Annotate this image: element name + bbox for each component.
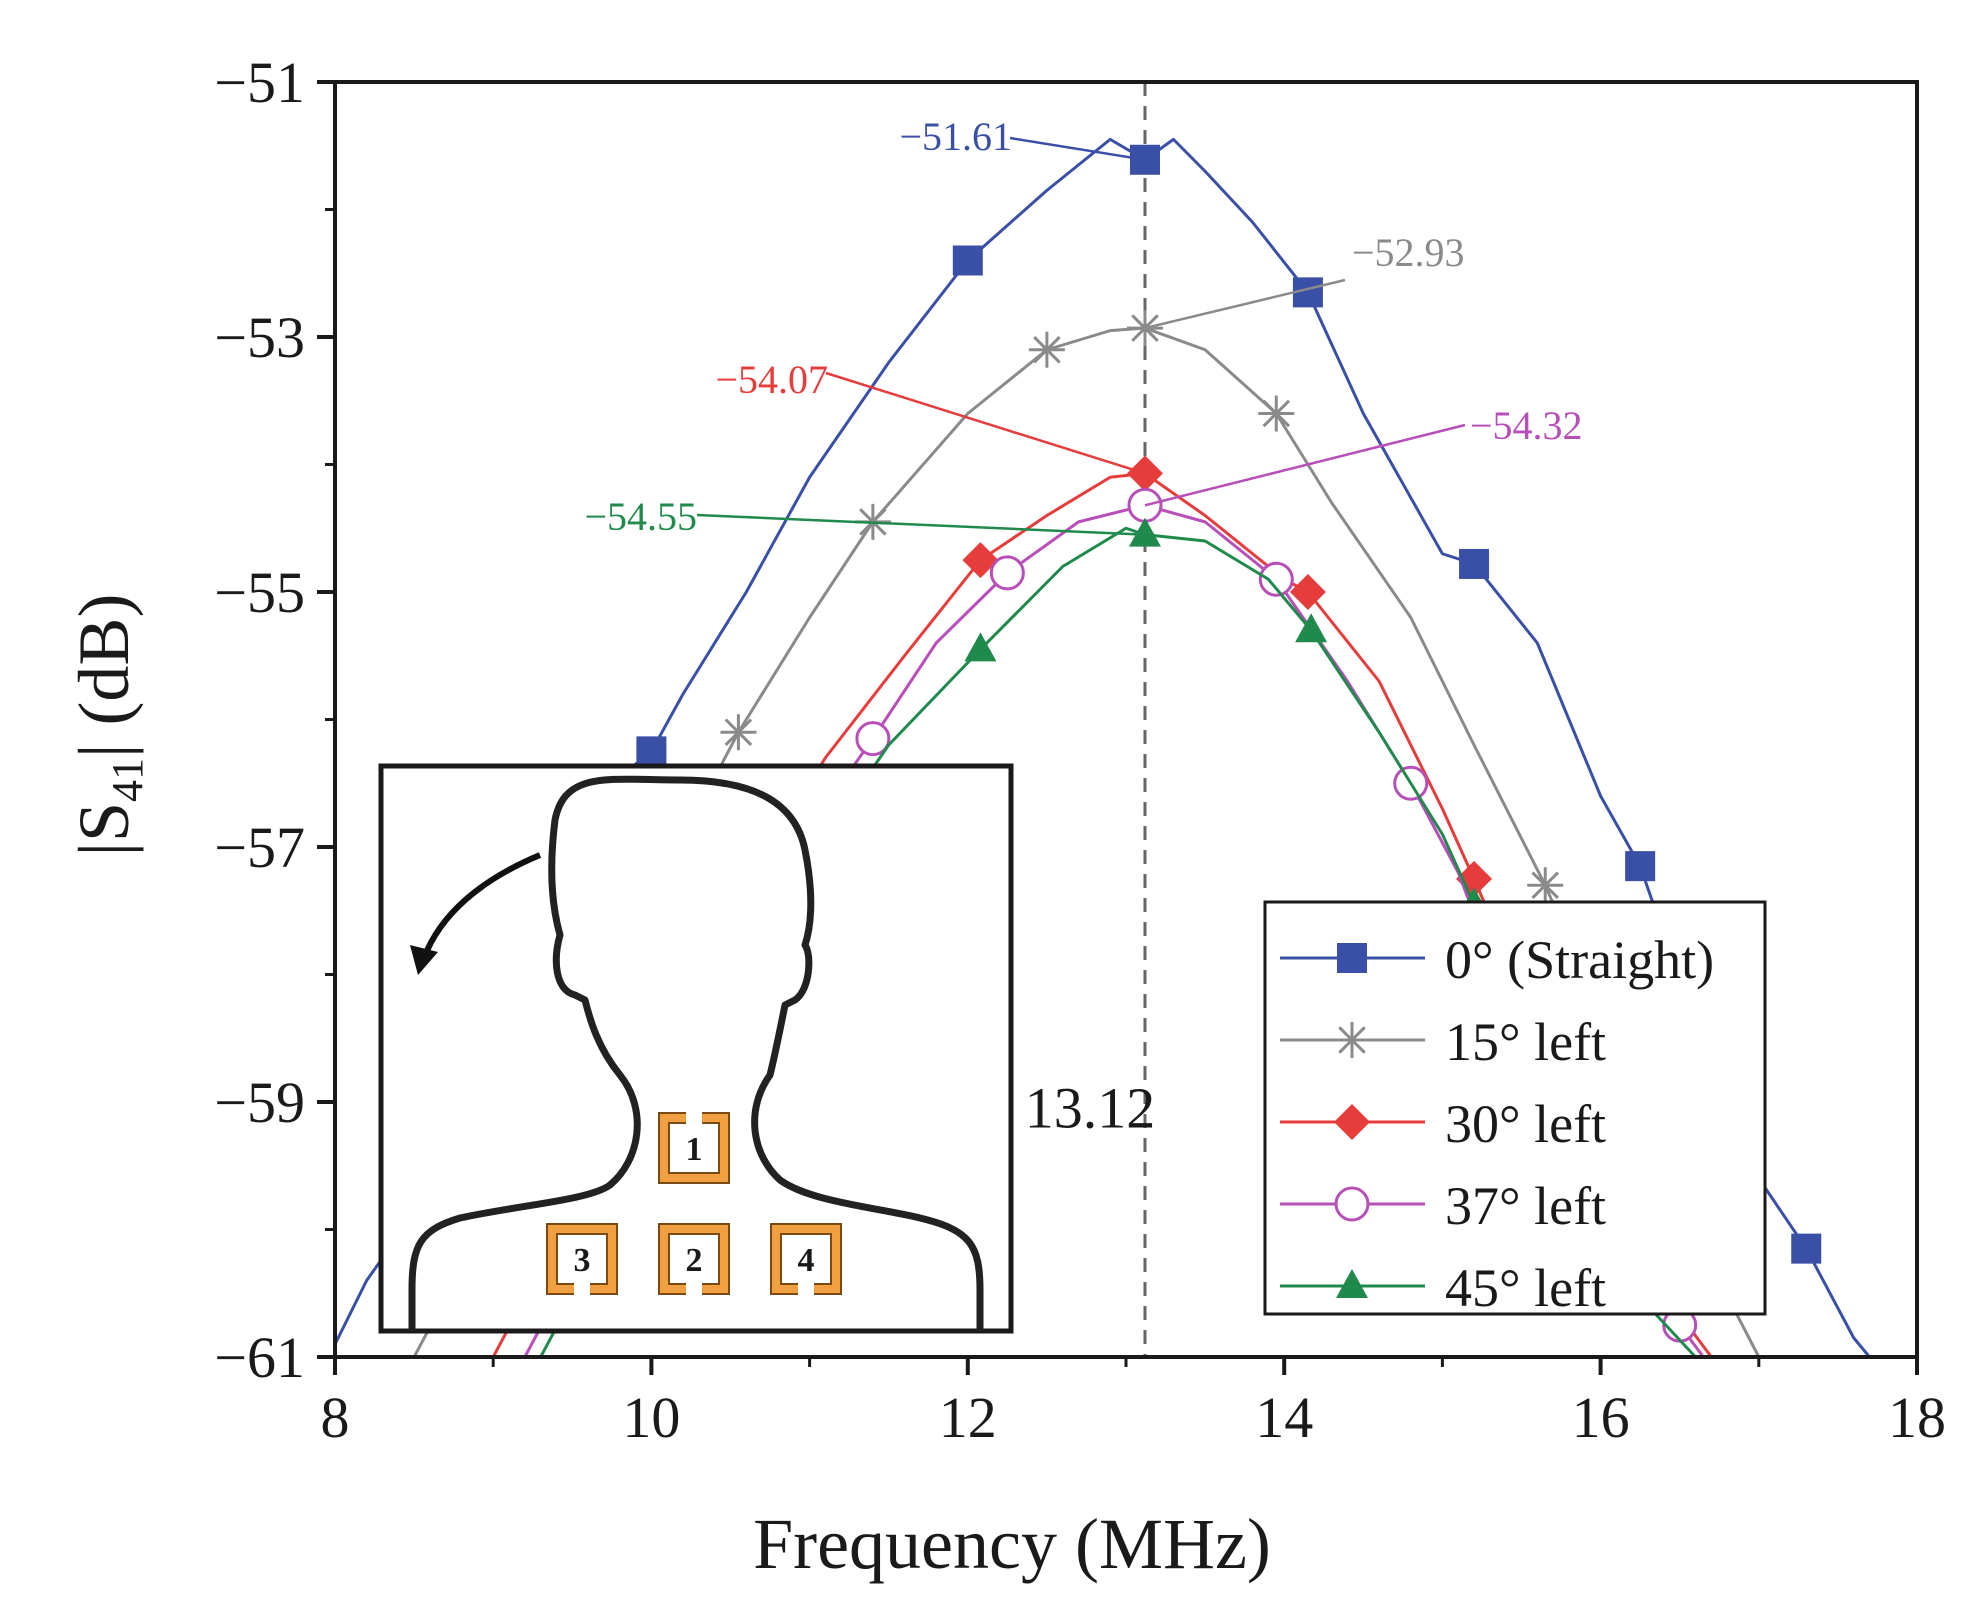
legend: 0° (Straight) 15° left 30° left 37° left 45°… [1263,900,1767,1318]
data-point-marker [964,632,997,662]
legend-marker [1336,1269,1368,1298]
annotation-leader [696,513,1146,536]
x-tick-label: 10 [622,1385,680,1450]
antenna-pad-3: 3 [546,1223,618,1296]
legend-label: 37° left [1445,1176,1606,1236]
x-tick-label: 12 [939,1385,997,1450]
annotation-label: −54.55 [584,494,697,539]
legend-marker [1334,1186,1370,1222]
annotation-label: −51.61 [899,114,1012,159]
x-tick-label: 16 [1572,1385,1630,1450]
axes: 8 10 12 14 16 18−61−59−57−55−53−51 [214,50,1946,1450]
data-point-marker [1625,851,1656,882]
y-tick-label: −55 [214,560,305,625]
legend-label: 0° (Straight) [1445,930,1714,990]
y-axis-title-subscript: 41 [103,758,152,802]
data-point-marker [1295,613,1328,643]
x-tick-label: 18 [1888,1385,1946,1450]
x-axis-title: Frequency (MHz) [753,1504,1271,1584]
annotation-label: −54.07 [715,357,828,402]
antenna-label-3: 3 [574,1242,591,1279]
annotation-label: −54.32 [1470,403,1583,448]
y-axis-title-lead: |S [64,802,144,856]
legend-marker [1337,943,1367,973]
reference-line-label: 13.12 [1025,1076,1156,1141]
x-tick-label: 14 [1255,1385,1313,1450]
antenna-pad-1: 1 [658,1111,730,1184]
legend-marker [1334,1104,1370,1140]
data-point-marker [1128,517,1161,547]
y-tick-label: −61 [214,1325,305,1390]
data-point-marker [1527,867,1564,904]
y-tick-label: −59 [214,1070,305,1135]
annotation-leader [1009,136,1146,162]
data-point-marker [1028,331,1065,368]
data-point-marker [962,542,999,579]
antenna-label-1: 1 [686,1131,703,1168]
x-tick-label: 8 [321,1385,350,1450]
legend-label: 30° left [1445,1094,1606,1154]
rotation-arrow [421,852,542,960]
annotation-leader [825,371,1146,475]
legend-label: 45° left [1445,1258,1606,1318]
inset-frame [378,763,1014,1334]
antenna-pad-2: 2 [658,1223,730,1296]
inset-illustration: 1 3 2 4 [378,763,1014,1334]
human-silhouette [408,775,984,1331]
y-axis-title: |S41| (dB) [64,594,152,857]
data-point-marker [1258,561,1294,597]
legend-marker [1334,1022,1370,1058]
data-point-marker [1258,395,1295,432]
y-tick-label: −53 [214,305,305,370]
annotation-layer: −51.61 −52.93 −54.07 −54.32 −54.55 [584,114,1582,539]
data-point-marker [952,245,983,276]
data-point-marker [989,555,1025,591]
data-point-marker [720,714,757,751]
data-point-marker [636,736,667,767]
antenna-pad-4: 4 [770,1223,842,1296]
annotation-leader [1144,278,1346,330]
y-axis-title-tail: | (dB) [64,594,144,758]
y-tick-label: −51 [214,50,305,115]
antenna-label-4: 4 [798,1242,815,1279]
y-tick-label: −57 [214,815,305,880]
legend-label: 15° left [1445,1012,1606,1072]
annotation-label: −52.93 [1352,230,1465,275]
data-point-marker [1459,548,1490,579]
annotation-leader [1144,423,1466,507]
data-point-marker [1791,1233,1822,1264]
data-point-marker [855,721,891,757]
data-point-marker [1289,574,1326,610]
antenna-label-2: 2 [686,1242,703,1279]
rotation-arrowhead-icon [410,945,438,975]
